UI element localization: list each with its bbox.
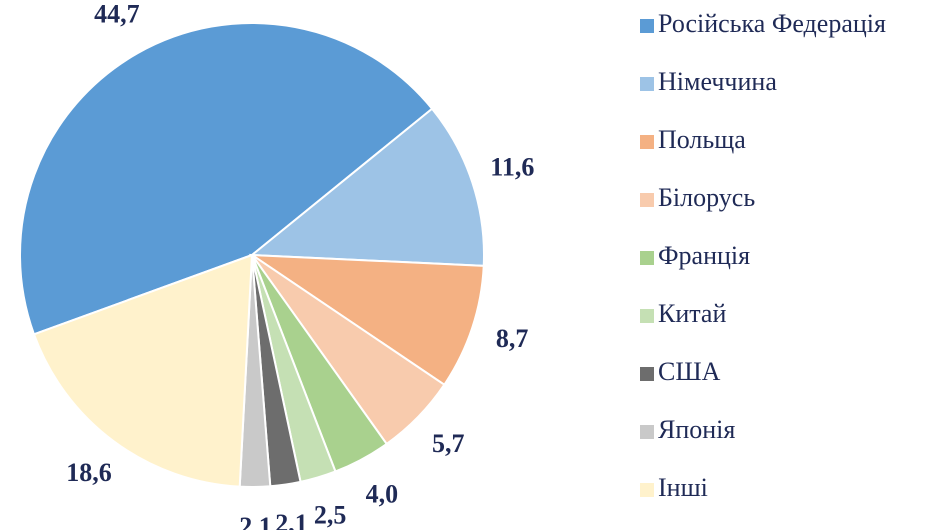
legend-swatch: [640, 483, 654, 497]
legend-label: США: [658, 357, 721, 386]
legend-label: Японія: [658, 415, 735, 444]
pie-slice: [19, 22, 434, 336]
legend-swatch: [640, 77, 654, 91]
data-label: 2,5: [314, 501, 347, 530]
data-label: 18,6: [66, 458, 112, 487]
legend-label: Російська Федерація: [658, 9, 886, 38]
pie-slice: [248, 253, 485, 387]
legend-swatch: [640, 367, 654, 381]
data-label: 5,7: [432, 429, 465, 458]
legend-swatch: [640, 425, 654, 439]
legend-label: Польща: [658, 125, 746, 154]
legend-swatch: [640, 309, 654, 323]
legend-swatch: [640, 19, 654, 33]
legend-label: Франція: [658, 241, 750, 270]
data-label: 44,7: [94, 0, 140, 29]
legend-swatch: [640, 251, 654, 265]
data-label: 8,7: [496, 324, 529, 353]
legend-label: Німеччина: [658, 67, 777, 96]
data-label: 4,0: [366, 479, 399, 508]
legend-swatch: [640, 135, 654, 149]
pie-slice: [249, 107, 485, 267]
data-label: 2,1: [275, 509, 308, 530]
legend-label: Інші: [658, 473, 708, 502]
pie-slice: [32, 253, 254, 488]
legend-label: Китай: [658, 299, 726, 328]
data-label: 2,1: [239, 512, 272, 530]
data-label: 11,6: [490, 152, 534, 181]
legend-label: Білорусь: [658, 183, 755, 212]
legend-swatch: [640, 193, 654, 207]
